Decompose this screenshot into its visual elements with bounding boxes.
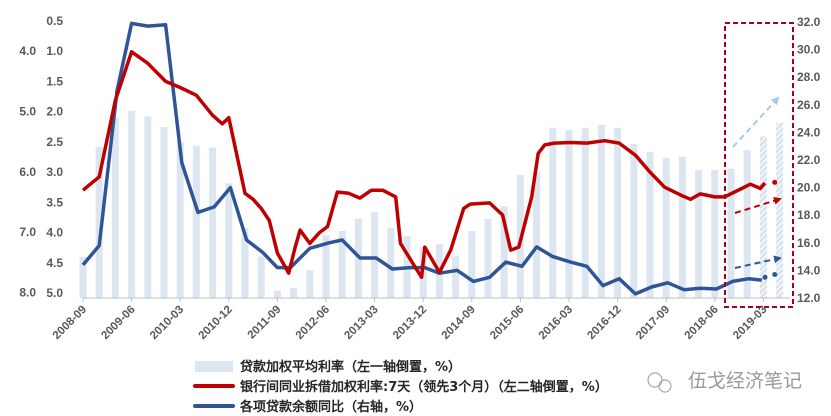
bar-loan-rate bbox=[727, 168, 735, 298]
x-tick-label: 2008-09 bbox=[51, 304, 89, 342]
trend-arrow-loan-growth bbox=[734, 255, 782, 269]
bar-loan-rate bbox=[468, 230, 476, 298]
right-tick-label: 12.0 bbox=[797, 291, 821, 305]
bar-loan-rate bbox=[533, 171, 541, 298]
x-tick-label: 2017-09 bbox=[634, 304, 672, 342]
right-tick-label: 26.0 bbox=[797, 98, 821, 112]
bar-loan-rate bbox=[678, 156, 686, 298]
legend: 贷款加权平均利率（左一轴倒置，%） 银行间同业拆借加权利率:7天（领先3个月）（左… bbox=[193, 359, 608, 415]
x-tick-label: 2015-06 bbox=[488, 304, 526, 342]
forecast-dot-loan-growth bbox=[762, 274, 768, 280]
right-tick-label: 24.0 bbox=[797, 125, 821, 139]
watermark: 伍戈经济笔记 bbox=[647, 370, 802, 393]
line-interbank-rate bbox=[81, 50, 767, 280]
bar-loan-rate bbox=[192, 145, 200, 298]
trend-arrow-interbank bbox=[734, 196, 782, 214]
x-tick-label: 2012-06 bbox=[294, 304, 332, 342]
right-tick-label: 18.0 bbox=[797, 208, 821, 222]
x-tick-label: 2009-06 bbox=[99, 304, 137, 342]
bar-loan-rate bbox=[79, 256, 87, 298]
left-outer-tick-label: 6.0 bbox=[19, 165, 36, 179]
wechat-icon bbox=[647, 372, 663, 388]
bar-loan-rate bbox=[160, 127, 168, 298]
right-tick-label: 22.0 bbox=[797, 153, 821, 167]
legend-label-loan-growth: 各项贷款余额同比（右轴，%） bbox=[239, 399, 422, 415]
right-tick-label: 30.0 bbox=[797, 43, 821, 57]
trend-arrow-loan-rate bbox=[732, 96, 780, 148]
left-outer-tick-label: 7.0 bbox=[19, 225, 36, 239]
left-outer-tick-label: 5.0 bbox=[19, 104, 36, 118]
bar-loan-rate bbox=[371, 212, 379, 298]
bar-loan-rate bbox=[484, 218, 492, 298]
bar-loan-rate bbox=[241, 227, 249, 298]
left-outer-tick-label: 8.0 bbox=[19, 286, 36, 300]
bar-loan-rate bbox=[581, 127, 589, 298]
left-inner-tick-label: 3.0 bbox=[46, 165, 63, 179]
bar-loan-rate bbox=[306, 270, 314, 298]
bar-loan-rate bbox=[452, 256, 460, 298]
bar-loan-rate bbox=[225, 183, 233, 298]
left-inner-tick-label: 4.5 bbox=[46, 256, 63, 270]
left-inner-tick-label: 1.0 bbox=[46, 44, 63, 58]
bar-loan-rate bbox=[614, 127, 622, 298]
left-inner-tick-label: 5.0 bbox=[46, 286, 63, 300]
bar-loan-rate bbox=[322, 235, 330, 298]
x-tick-label: 2013-03 bbox=[342, 304, 380, 342]
bar-loan-rate bbox=[711, 169, 719, 298]
bar-loan-rate bbox=[257, 256, 265, 298]
bar-loan-rate bbox=[549, 127, 557, 298]
x-tick-label: 2019-03 bbox=[731, 304, 769, 342]
wechat-icon-bubble bbox=[658, 379, 672, 393]
left-inner-tick-label: 1.5 bbox=[46, 74, 63, 88]
bar-loan-rate bbox=[500, 206, 508, 298]
x-tick-label: 2010-03 bbox=[148, 304, 186, 342]
x-tick-label: 2014-09 bbox=[440, 304, 478, 342]
x-tick-label: 2018-06 bbox=[683, 304, 721, 342]
right-tick-label: 14.0 bbox=[797, 263, 821, 277]
forecast-dot-interbank bbox=[772, 179, 778, 185]
right-tick-label: 28.0 bbox=[797, 70, 821, 84]
right-tick-label: 16.0 bbox=[797, 236, 821, 250]
left-inner-tick-label: 3.5 bbox=[46, 195, 63, 209]
legend-swatch-bar bbox=[195, 361, 233, 372]
bar-loan-rate bbox=[387, 227, 395, 298]
watermark-text: 伍戈经济笔记 bbox=[688, 370, 802, 392]
bar-loan-rate bbox=[565, 130, 573, 298]
right-tick-label: 32.0 bbox=[797, 15, 821, 29]
bar-loan-rate bbox=[273, 290, 281, 298]
bar-loan-rate bbox=[630, 144, 638, 298]
bar-loan-rate bbox=[662, 157, 670, 298]
left-inner-tick-label: 2.0 bbox=[46, 105, 63, 119]
bar-loan-rate bbox=[111, 117, 119, 298]
left-inner-tick-label: 0.5 bbox=[46, 14, 63, 28]
bar-loan-rate-forecast bbox=[759, 136, 767, 298]
bar-loan-rate bbox=[176, 141, 184, 298]
bar-loan-rate bbox=[597, 124, 605, 298]
legend-label-loan-rate: 贷款加权平均利率（左一轴倒置，%） bbox=[240, 359, 461, 375]
forecast-dot-loan-growth bbox=[772, 272, 778, 278]
bar-loan-rate bbox=[209, 147, 217, 298]
bar-loan-rate bbox=[743, 150, 751, 298]
x-tick-label: 2016-03 bbox=[537, 304, 575, 342]
forecast-box bbox=[724, 22, 794, 308]
x-tick-label: 2011-09 bbox=[246, 304, 284, 342]
bar-loan-rate bbox=[95, 147, 103, 298]
bar-loan-rate bbox=[338, 230, 346, 298]
bar-loan-rate bbox=[144, 116, 152, 299]
x-tick-label: 2016-12 bbox=[585, 304, 623, 342]
left-inner-tick-label: 2.5 bbox=[46, 135, 63, 149]
bar-loan-rate-forecast bbox=[776, 122, 784, 298]
legend-label-interbank: 银行间同业拆借加权利率:7天（领先3个月）（左二轴倒置，%） bbox=[240, 379, 608, 395]
x-tick-label: 2013-12 bbox=[391, 304, 429, 342]
right-tick-label: 20.0 bbox=[797, 181, 821, 195]
left-inner-tick-label: 4.0 bbox=[46, 226, 63, 240]
bar-loan-rate bbox=[128, 110, 136, 299]
left-outer-tick-label: 4.0 bbox=[19, 44, 36, 58]
bar-loan-rate bbox=[290, 287, 298, 298]
x-tick-label: 2010-12 bbox=[197, 304, 235, 342]
bar-loan-rate bbox=[695, 169, 703, 298]
bar-loan-rate bbox=[646, 151, 654, 298]
